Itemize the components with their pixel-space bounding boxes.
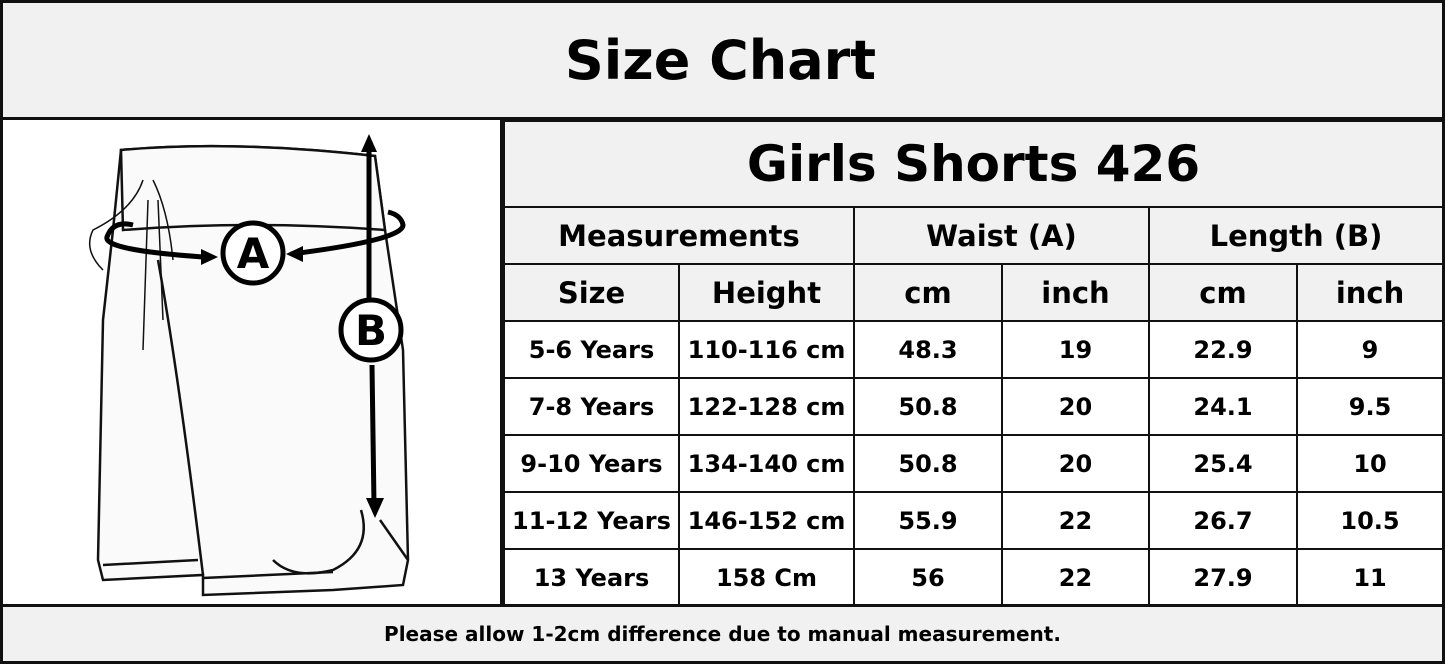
cell-size: 13 Years [503,548,680,607]
marker-a [220,220,286,286]
cell-height: 146-152 cm [678,491,855,550]
cell-size: 9-10 Years [503,434,680,493]
header-size: Size [503,263,680,322]
cell-height: 134-140 cm [678,434,855,493]
header-waist-inch: inch [1001,263,1150,322]
cell-height: 122-128 cm [678,377,855,436]
cell-length-inch: 10.5 [1295,491,1445,550]
cell-waist-cm: 48.3 [853,320,1003,379]
cell-length-cm: 25.4 [1148,434,1298,493]
cell-length-cm: 26.7 [1148,491,1298,550]
footer-note: Please allow 1-2cm difference due to man… [3,604,1442,661]
page-title: Size Chart [3,3,1442,120]
size-table: Girls Shorts 426 Measurements Waist (A) Le… [502,120,1445,607]
label-a: A [237,229,270,278]
cell-length-inch: 10 [1295,434,1445,493]
cell-waist-cm: 55.9 [853,491,1003,550]
table-row: 9-10 Years 134-140 cm 50.8 20 25.4 10 [503,434,1445,493]
product-title: Girls Shorts 426 [502,120,1445,208]
cell-waist-inch: 22 [1001,548,1150,607]
label-b: B [355,306,387,355]
table-row: 7-8 Years 122-128 cm 50.8 20 24.1 9.5 [503,377,1445,436]
cell-waist-inch: 19 [1001,320,1150,379]
cell-length-inch: 9.5 [1295,377,1445,436]
header-waist: Waist (A) [853,206,1150,265]
table-row: 13 Years 158 Cm 56 22 27.9 11 [503,548,1445,607]
table-row: 11-12 Years 146-152 cm 55.9 22 26.7 10.5 [503,491,1445,550]
header-height: Height [678,263,855,322]
cell-waist-inch: 22 [1001,491,1150,550]
marker-b [338,297,404,363]
cell-length-cm: 24.1 [1148,377,1298,436]
header-length: Length (B) [1147,206,1445,265]
cell-waist-cm: 50.8 [853,434,1003,493]
title-text: Size Chart [564,28,877,92]
table-row: 5-6 Years 110-116 cm 48.3 19 22.9 9 [503,320,1445,379]
cell-size: 7-8 Years [503,377,680,436]
cell-waist-inch: 20 [1001,434,1150,493]
header-length-cm: cm [1148,263,1298,322]
cell-waist-cm: 56 [853,548,1003,607]
cell-length-cm: 22.9 [1148,320,1298,379]
cell-waist-inch: 20 [1001,377,1150,436]
shorts-drawing: A B [88,134,410,597]
cell-height: 158 Cm [678,548,855,607]
cell-length-inch: 11 [1295,548,1445,607]
shorts-illustration: A B [3,120,503,605]
cell-size: 11-12 Years [503,491,680,550]
cell-size: 5-6 Years [503,320,680,379]
header-waist-cm: cm [853,263,1003,322]
header-length-inch: inch [1295,263,1445,322]
header-measurements: Measurements [503,206,855,265]
cell-length-cm: 27.9 [1148,548,1298,607]
cell-height: 110-116 cm [678,320,855,379]
cell-length-inch: 9 [1295,320,1445,379]
cell-waist-cm: 50.8 [853,377,1003,436]
